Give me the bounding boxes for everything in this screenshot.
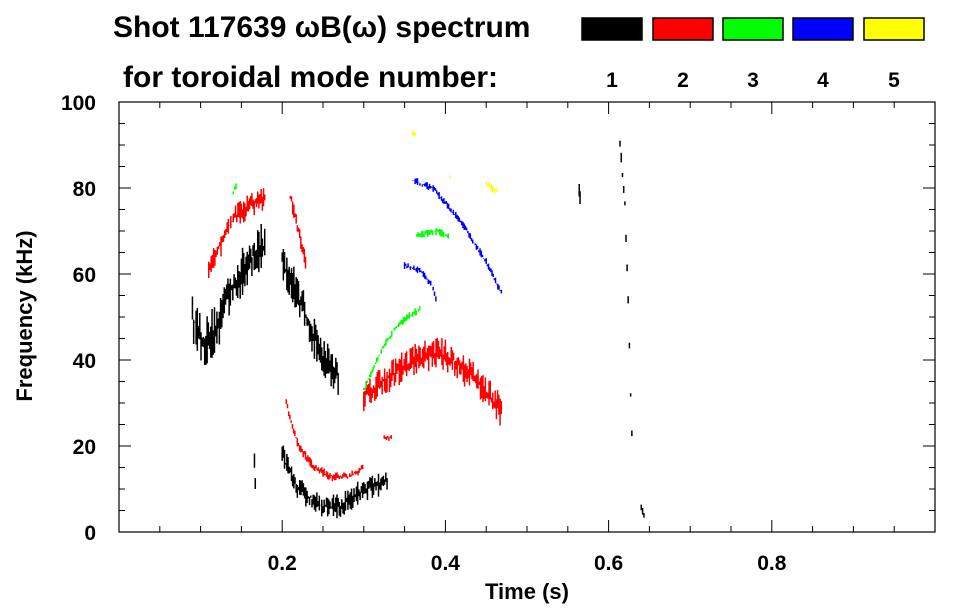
legend-label-mode-3: 3 bbox=[747, 69, 759, 92]
chart-subtitle: for toroidal mode number: bbox=[123, 61, 498, 94]
mode-1-track bbox=[253, 453, 257, 489]
y-tick-label: 60 bbox=[73, 264, 96, 287]
mode-4-series bbox=[403, 178, 503, 302]
mode-5-track bbox=[412, 130, 417, 137]
mode-3-track bbox=[416, 228, 450, 239]
mode-1-track bbox=[281, 445, 388, 519]
y-tick-label: 40 bbox=[73, 350, 96, 373]
legend-swatch-mode-3 bbox=[722, 17, 784, 41]
plot-frame bbox=[118, 101, 936, 533]
y-tick-label: 80 bbox=[73, 178, 96, 201]
mode-4-track bbox=[403, 262, 437, 302]
mode-1-track bbox=[640, 504, 645, 518]
mode-1-series bbox=[191, 140, 645, 519]
mode-5-track bbox=[448, 174, 452, 178]
axis-ticks: 0.2 0.4 0.6 0.8 0 20 40 60 80 100 bbox=[61, 92, 935, 575]
mode-2-series bbox=[208, 188, 503, 482]
mode-3-series bbox=[232, 183, 450, 391]
mode-2-track bbox=[285, 399, 364, 482]
x-axis-label: Time (s) bbox=[485, 579, 569, 604]
y-tick-label: 100 bbox=[61, 92, 96, 115]
mode-2-track bbox=[208, 188, 266, 278]
mode-2-track bbox=[363, 337, 503, 426]
x-tick-label: 0.4 bbox=[431, 552, 461, 575]
mode-1-track bbox=[191, 223, 266, 366]
y-axis-label: Frequency (kHz) bbox=[12, 230, 37, 401]
mode-5-series bbox=[412, 130, 498, 194]
mode-1-track bbox=[578, 183, 581, 205]
legend-swatch-mode-5 bbox=[863, 17, 925, 41]
legend-swatch-mode-1 bbox=[581, 17, 643, 41]
x-tick-label: 0.6 bbox=[594, 552, 623, 575]
mode-2-track bbox=[383, 434, 392, 441]
y-tick-label: 20 bbox=[73, 436, 96, 459]
legend-swatch-mode-2 bbox=[652, 17, 714, 41]
mode-5-track bbox=[485, 181, 498, 194]
mode-1-track bbox=[619, 140, 633, 437]
mode-3-track bbox=[363, 306, 421, 391]
y-tick-label: 0 bbox=[84, 522, 96, 545]
chart-title: Shot 117639 ωB(ω) spectrum bbox=[113, 11, 530, 44]
legend-swatch-mode-4 bbox=[792, 17, 854, 41]
legend: 1 2 3 4 5 bbox=[581, 17, 925, 92]
legend-label-mode-1: 1 bbox=[606, 69, 618, 92]
mode-2-track bbox=[289, 195, 307, 269]
mode-4-track bbox=[412, 178, 503, 294]
legend-label-mode-5: 5 bbox=[888, 69, 900, 92]
mode-1-track bbox=[281, 249, 339, 395]
legend-label-mode-4: 4 bbox=[817, 69, 829, 92]
x-tick-label: 0.8 bbox=[757, 552, 787, 575]
mode-3-track bbox=[232, 183, 237, 195]
spectrogram-marks bbox=[191, 130, 645, 519]
legend-label-mode-2: 2 bbox=[677, 69, 689, 92]
x-tick-label: 0.2 bbox=[268, 552, 297, 575]
